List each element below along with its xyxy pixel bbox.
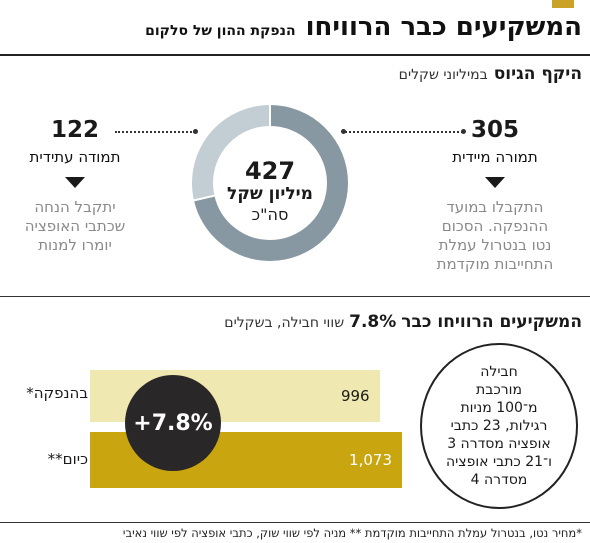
raise-section-header: היקף הגיוס במיליוני שקלים bbox=[399, 64, 582, 84]
total-unit: מיליון שקל bbox=[227, 184, 313, 204]
future-value: 122 bbox=[50, 117, 99, 143]
raise-section-title: היקף הגיוס bbox=[493, 64, 582, 84]
future-description: יתקבל הנחה שכתבי האופציה יומרו למנות bbox=[24, 198, 126, 254]
footnote: *מחיר נטו, בנטרול עמלת התחייבות מוקדמת *… bbox=[122, 526, 582, 540]
bar-value-offering: 996 bbox=[340, 387, 370, 405]
donut-center: 427 מיליון שקל סה"כ bbox=[210, 158, 330, 225]
main-title: המשקיעים כבר הרוויחו bbox=[305, 12, 582, 42]
total-value: 427 bbox=[244, 157, 296, 185]
immediate-description: התקבלו במועד ההנפקה. הסכום נטו בנטרול עמ… bbox=[436, 198, 554, 273]
future-label: תמודה עתידית bbox=[29, 148, 121, 166]
leader-line-future bbox=[115, 131, 195, 133]
gain-section-title: המשקיעים הרוויחו כבר bbox=[401, 312, 582, 332]
total-label: סה"כ bbox=[251, 205, 289, 224]
subtitle: הנפקת ההון של סלקום bbox=[145, 23, 296, 39]
leader-dot-future bbox=[193, 129, 198, 134]
header: המשקיעים כבר הרוויחו הנפקת ההון של סלקום bbox=[145, 12, 582, 42]
immediate-label: תמורה מיידית bbox=[452, 148, 538, 166]
bar-value-today: 1,073 bbox=[349, 451, 392, 469]
bar-label-today: כיום** bbox=[47, 450, 88, 468]
leader-line-immediate bbox=[345, 131, 463, 133]
middle-divider bbox=[0, 296, 590, 297]
immediate-value: 305 bbox=[470, 117, 519, 143]
top-divider bbox=[0, 54, 590, 56]
leader-dot-immediate bbox=[341, 129, 346, 134]
arrow-down-icon bbox=[65, 177, 85, 188]
gain-section-pct: 7.8% bbox=[349, 312, 397, 332]
gain-section-header: המשקיעים הרוויחו כבר 7.8% שווי חבילה, בש… bbox=[224, 312, 582, 332]
bottom-divider bbox=[0, 522, 590, 523]
donut-divider-2 bbox=[193, 194, 215, 202]
arrow-down-icon bbox=[485, 177, 505, 188]
gain-section-note: שווי חבילה, בשקלים bbox=[224, 315, 345, 331]
raise-section-unit: במיליוני שקלים bbox=[398, 67, 488, 83]
accent-bar bbox=[552, 0, 574, 8]
bar-label-offering: בהנפקה* bbox=[26, 384, 88, 402]
leader-dot-immediate-end bbox=[461, 129, 466, 134]
change-badge: +7.8% bbox=[125, 375, 221, 471]
donut-chart bbox=[192, 104, 348, 261]
package-note-text: חבילה מורכבת מ־100 מניות רגילות, 23 כתבי… bbox=[446, 364, 552, 488]
package-note: חבילה מורכבת מ־100 מניות רגילות, 23 כתבי… bbox=[420, 343, 578, 509]
